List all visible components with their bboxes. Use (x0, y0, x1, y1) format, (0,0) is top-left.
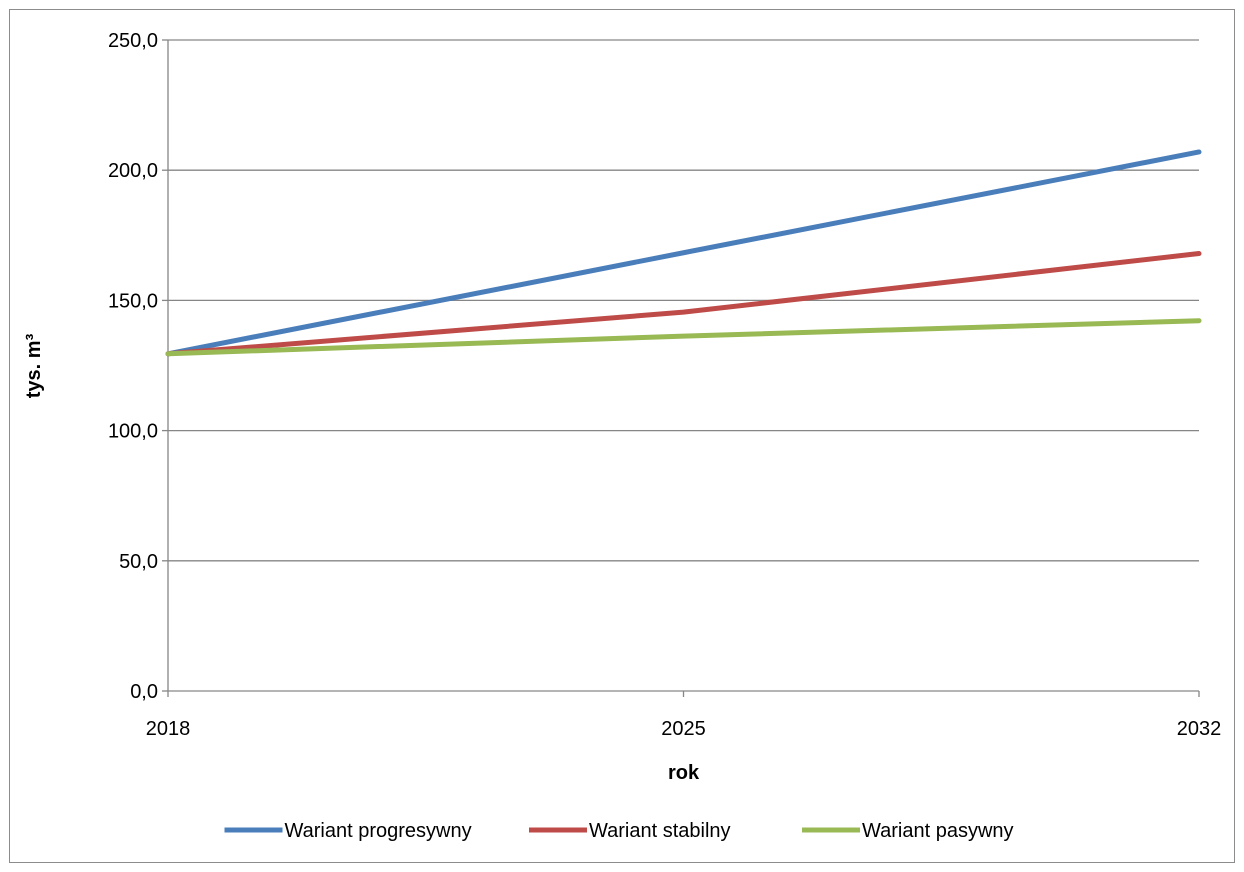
legend-item: Wariant progresywny (224, 820, 472, 842)
x-tick-label: 2025 (661, 718, 706, 740)
series-line (165, 149, 1202, 357)
gridlines (168, 39, 1199, 562)
legend-label: Wariant pasywny (862, 820, 1014, 842)
legend-label: Wariant progresywny (285, 820, 472, 842)
x-axis-title: rok (668, 762, 700, 784)
y-tick-labels: 0,0 50,0 100,0 150,0 200,0 250,0 (108, 30, 158, 703)
legend-item: Wariant pasywny (802, 820, 1014, 842)
chart-frame (9, 9, 1235, 863)
series-lines (165, 149, 1202, 357)
y-axis-title: tys. m³ (23, 333, 45, 398)
series-line (165, 318, 1202, 357)
series-line (165, 251, 1202, 357)
legend: Wariant progresywny Wariant stabilny Waria… (224, 820, 1014, 842)
y-tick-label: 250,0 (108, 30, 158, 52)
y-tick-label: 200,0 (108, 160, 158, 182)
legend-label: Wariant stabilny (589, 820, 731, 842)
x-tick-label: 2032 (1177, 718, 1222, 740)
legend-item: Wariant stabilny (529, 820, 731, 842)
y-tick-label: 100,0 (108, 421, 158, 443)
x-tick-label: 2018 (146, 718, 191, 740)
y-tick-label: 50,0 (119, 551, 158, 573)
x-tick-labels: 2018 2025 2032 (146, 718, 1222, 740)
y-tick-label: 150,0 (108, 290, 158, 312)
y-tick-label: 0,0 (130, 681, 158, 703)
axes (162, 39, 1200, 697)
